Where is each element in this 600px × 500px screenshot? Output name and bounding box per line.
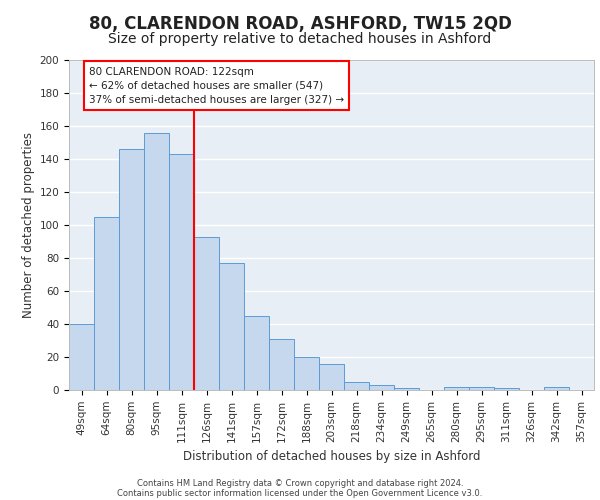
- Text: Contains HM Land Registry data © Crown copyright and database right 2024.: Contains HM Land Registry data © Crown c…: [137, 478, 463, 488]
- Bar: [294, 357, 319, 390]
- Text: 80, CLARENDON ROAD, ASHFORD, TW15 2QD: 80, CLARENDON ROAD, ASHFORD, TW15 2QD: [89, 15, 511, 33]
- Bar: [344, 382, 369, 390]
- Bar: [244, 316, 269, 390]
- Text: 80 CLARENDON ROAD: 122sqm
← 62% of detached houses are smaller (547)
37% of semi: 80 CLARENDON ROAD: 122sqm ← 62% of detac…: [89, 66, 344, 104]
- Bar: [494, 388, 519, 390]
- Text: Size of property relative to detached houses in Ashford: Size of property relative to detached ho…: [109, 32, 491, 46]
- Y-axis label: Number of detached properties: Number of detached properties: [22, 132, 35, 318]
- Bar: [469, 386, 494, 390]
- Bar: [144, 132, 169, 390]
- Bar: [369, 385, 394, 390]
- Text: Contains public sector information licensed under the Open Government Licence v3: Contains public sector information licen…: [118, 488, 482, 498]
- Bar: [94, 217, 119, 390]
- Bar: [194, 236, 219, 390]
- Bar: [544, 386, 569, 390]
- Bar: [119, 149, 144, 390]
- Bar: [444, 386, 469, 390]
- Bar: [269, 339, 294, 390]
- Bar: [169, 154, 194, 390]
- X-axis label: Distribution of detached houses by size in Ashford: Distribution of detached houses by size …: [183, 450, 480, 463]
- Bar: [219, 263, 244, 390]
- Bar: [69, 324, 94, 390]
- Bar: [394, 388, 419, 390]
- Bar: [319, 364, 344, 390]
